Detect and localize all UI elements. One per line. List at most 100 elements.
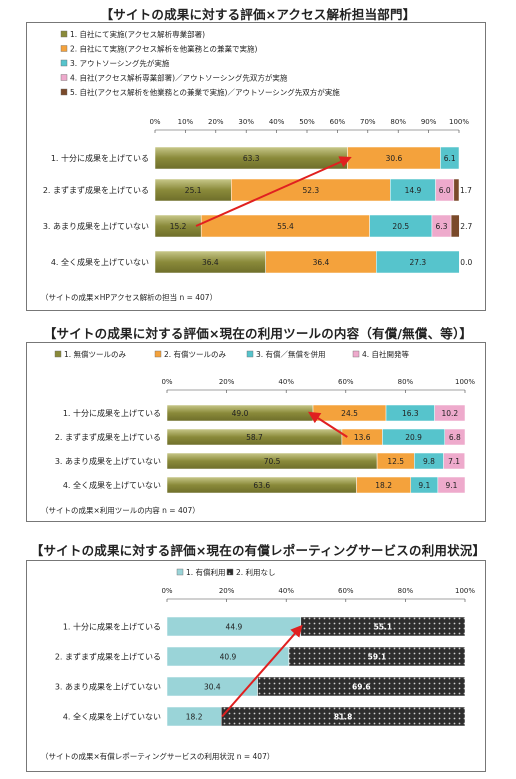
data-label: 36.4 (202, 258, 219, 267)
data-label: 36.4 (313, 258, 330, 267)
data-label: 20.9 (405, 433, 422, 442)
category-label: 2. まずまず成果を上げている (43, 185, 149, 195)
bar-segment (434, 404, 466, 422)
bar-segment (443, 452, 465, 470)
legend-label: 1. 無償ツールのみ (64, 349, 127, 359)
bar-segment (288, 646, 466, 667)
legend-swatch (176, 568, 184, 576)
legend-swatch (60, 30, 68, 38)
x-tick-label: 50% (299, 118, 315, 126)
data-label: 14.9 (405, 186, 422, 195)
data-label: 0.0 (460, 258, 472, 267)
legend-label: 1. 自社にて実施(アクセス解析専業部署) (70, 29, 205, 39)
chart2-panel: 1. 無償ツールのみ 2. 有償ツールのみ 3. 有償／無償を併用 4. 自社開発等 0… (26, 342, 486, 522)
data-label: 1.7 (460, 186, 472, 195)
data-label: 55.4 (277, 222, 294, 231)
x-tick-label: 60% (338, 587, 354, 595)
category-label: 2. まずまず成果を上げている (55, 652, 161, 662)
category-label: 1. 十分に成果を上げている (63, 408, 161, 418)
legend-swatch (60, 74, 68, 81)
legend-label: 3. アウトソーシング先が実施 (70, 58, 170, 68)
legend-swatch (226, 568, 234, 576)
x-tick-label: 0% (149, 118, 160, 126)
x-tick-label: 100% (455, 378, 475, 386)
bar-segment (444, 428, 466, 446)
data-label: 6.8 (449, 433, 461, 442)
legend-label: 1. 有償利用 (186, 567, 226, 577)
category-label: 4. 全く成果を上げていない (51, 257, 149, 267)
x-tick-label: 70% (360, 118, 376, 126)
legend-label: 2. 有償ツールのみ (164, 349, 227, 359)
data-label: 25.1 (185, 186, 202, 195)
data-label: 49.0 (232, 409, 249, 418)
x-tick-label: 10% (178, 118, 194, 126)
data-label: 27.3 (409, 258, 426, 267)
bar-segment (376, 250, 460, 274)
x-tick-label: 60% (338, 378, 354, 386)
legend-swatch (154, 350, 162, 358)
legend-label: 4. 自社(アクセス解析専業部署)／アウトソーシング先双方が実施 (70, 73, 288, 83)
x-tick-label: 90% (421, 118, 437, 126)
data-label: 9.1 (445, 481, 457, 490)
data-label: 30.4 (204, 683, 221, 692)
bar-segment (257, 676, 466, 697)
category-label: 3. あまり成果を上げていない (43, 221, 149, 231)
category-label: 3. あまり成果を上げていない (55, 456, 161, 466)
legend-swatch (60, 88, 68, 96)
x-tick-label: 30% (238, 118, 254, 126)
bar-segment (437, 476, 466, 494)
data-label: 9.8 (423, 457, 435, 466)
data-label: 63.6 (253, 481, 270, 490)
category-label: 1. 十分に成果を上げている (51, 153, 149, 163)
legend-label: 2. 利用なし (236, 567, 276, 577)
chart1-panel: 1. 自社にて実施(アクセス解析専業部署) 2. 自社にて実施(アクセス解析を他業… (26, 22, 486, 311)
category-label: 2. まずまず成果を上げている (55, 432, 161, 442)
category-label: 1. 十分に成果を上げている (63, 622, 161, 632)
data-label: 44.9 (226, 623, 243, 632)
data-label: 40.9 (220, 653, 237, 662)
data-label: 70.5 (264, 457, 281, 466)
trend-arrow (308, 411, 348, 438)
data-label: 59.1 (368, 653, 387, 662)
x-tick-label: 80% (398, 378, 414, 386)
x-tick-label: 80% (390, 118, 406, 126)
bar-segment (450, 214, 460, 238)
data-label: 10.2 (441, 409, 458, 418)
legend-swatch (54, 350, 62, 358)
legend-swatch (246, 350, 254, 358)
data-label: 2.7 (460, 222, 472, 231)
trend-arrow (195, 156, 352, 227)
chart2-svg: 1. 無償ツールのみ 2. 有償ツールのみ 3. 有償／無償を併用 4. 自社開発等 0… (41, 349, 475, 515)
x-tick-label: 40% (278, 378, 294, 386)
x-tick-label: 100% (455, 587, 475, 595)
x-tick-label: 40% (269, 118, 285, 126)
x-tick-label: 100% (449, 118, 469, 126)
data-label: 9.1 (418, 481, 430, 490)
data-label: 52.3 (302, 186, 319, 195)
trend-arrow (221, 624, 303, 718)
chart3-title: 【サイトの成果に対する評価×現在の有償レポーティングサービスの利用状況】 (30, 543, 486, 558)
footnote: （サイトの成果×利用ツールの内容 n = 407） (41, 505, 200, 515)
data-label: 6.3 (436, 222, 448, 231)
data-label: 6.1 (444, 154, 456, 163)
data-label: 58.7 (246, 433, 263, 442)
chart3-svg: 1. 有償利用 2. 利用なし 0% 20% 40% 60% 80% 100% 1. 十分に成果… (41, 567, 475, 761)
bar-segment (440, 146, 460, 170)
data-label: 30.6 (386, 154, 403, 163)
data-label: 81.8 (334, 713, 353, 722)
legend-swatch (60, 45, 68, 52)
data-label: 12.5 (387, 457, 404, 466)
data-label: 7.1 (448, 457, 460, 466)
data-label: 18.2 (186, 713, 203, 722)
chart2-title: 【サイトの成果に対する評価×現在の利用ツールの内容（有償/無償、等）】 (43, 326, 473, 341)
x-tick-label: 60% (330, 118, 346, 126)
legend-label: 3. 有償／無償を併用 (256, 349, 326, 359)
bar-segment (220, 706, 466, 727)
x-tick-label: 20% (219, 587, 235, 595)
data-label: 63.3 (243, 154, 260, 163)
chart1-title: 【サイトの成果に対する評価×アクセス解析担当部門】 (100, 7, 416, 22)
legend-label: 4. 自社開発等 (362, 349, 410, 359)
category-label: 4. 全く成果を上げていない (63, 712, 161, 722)
x-tick-label: 20% (208, 118, 224, 126)
data-label: 13.6 (354, 433, 371, 442)
